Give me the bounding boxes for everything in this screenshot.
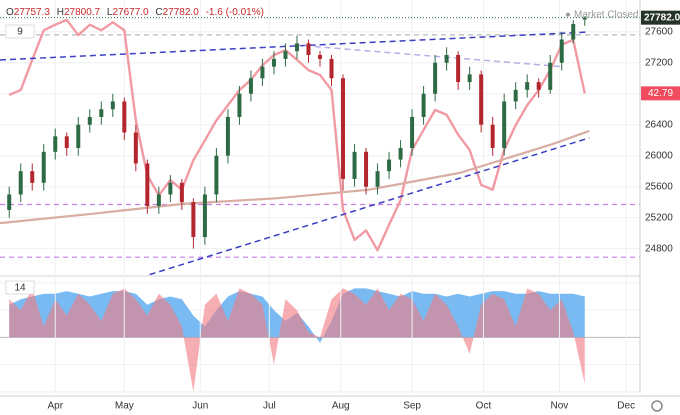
candle-body (306, 43, 311, 55)
candle-body (398, 147, 403, 160)
candle-body (571, 24, 576, 40)
x-tick-label: Jun (192, 401, 208, 412)
candle-body (64, 136, 69, 148)
overlay-tag (641, 86, 680, 101)
candle-body (329, 58, 334, 79)
status: Market Closed (574, 9, 638, 20)
indicator-label: 14 (14, 283, 26, 294)
candle-body (18, 171, 23, 195)
candle-body (548, 62, 553, 90)
candle-body (260, 66, 265, 79)
candle-body (559, 39, 564, 63)
candle-body (7, 194, 12, 210)
ohlc-header: O27757.3 H27800.7 L27677.0 C27782.0 -1.6… (6, 7, 264, 18)
trend-line (294, 44, 562, 68)
candle-body (582, 17, 587, 20)
y-tick-label: 25600 (645, 181, 673, 192)
candle-body (467, 74, 472, 83)
ohlc-value: 27757.3 (13, 7, 50, 18)
candle-body (99, 109, 104, 117)
price-tag-label: 27782.0 (644, 12, 680, 23)
candle-body (421, 93, 426, 117)
candle-body (375, 171, 380, 187)
candle-body (294, 43, 299, 52)
candle-body (444, 55, 449, 63)
settings-icon (651, 400, 663, 412)
candle-body (410, 116, 415, 148)
candle-body (248, 78, 253, 94)
candle-body (536, 82, 541, 90)
candle-body (214, 155, 219, 195)
candle-body (41, 151, 46, 183)
x-tick-label: Oct (476, 401, 492, 412)
x-tick-label: May (115, 401, 134, 412)
x-tick-label: Aug (332, 401, 350, 412)
candle-body (110, 101, 115, 110)
x-tick-label: Apr (47, 401, 63, 412)
candle-body (30, 171, 35, 183)
indicator-label: 9 (17, 27, 23, 38)
candle-body (237, 93, 242, 117)
y-tick-label: 27200 (645, 57, 673, 68)
candle-body (387, 159, 392, 172)
x-tick-label: Jul (263, 401, 276, 412)
candle-body (364, 151, 369, 187)
candle-body (525, 82, 530, 90)
overlay-line (8, 18, 586, 252)
x-tick-label: Dec (617, 401, 635, 412)
main-plot (0, 16, 640, 275)
ohlc-letter: H (56, 7, 64, 18)
candle-body (87, 116, 92, 125)
candle-body (479, 74, 484, 125)
axis-bg (640, 0, 680, 415)
x-tick-label: Nov (551, 401, 569, 412)
indicator-box (5, 280, 35, 295)
candle-body (76, 124, 81, 148)
y-tick-label: 25200 (645, 212, 673, 223)
x-tick-label: Sep (403, 401, 421, 412)
ohlc-letter: L (106, 7, 113, 18)
ohlc-value: 27677.0 (112, 7, 149, 18)
trend-line (0, 31, 590, 61)
candle-body (168, 182, 173, 195)
y-tick-label: 27600 (645, 26, 673, 37)
y-tick-label: 26000 (645, 150, 673, 161)
correlation-area (9, 288, 585, 392)
candle-body (513, 89, 518, 102)
candle-body (490, 124, 495, 148)
ohlc-value: 27800.7 (63, 7, 101, 18)
indicator-box (5, 24, 35, 39)
y-tick-label: 26400 (645, 119, 673, 130)
candle-body (133, 132, 138, 164)
candle-body (145, 163, 150, 207)
candle-body (283, 51, 288, 59)
candle-body (225, 116, 230, 156)
y-tick-label: 24800 (645, 243, 673, 254)
candle-body (202, 194, 207, 238)
candle-body (156, 194, 161, 207)
trend-line (149, 137, 590, 275)
status-dot (566, 12, 570, 17)
candle-body (191, 202, 196, 238)
price-tag (641, 10, 680, 25)
candle-body (53, 136, 58, 152)
candle-body (352, 151, 357, 179)
candle-body (433, 62, 438, 94)
candle-body (271, 58, 276, 67)
candle-body (318, 55, 322, 59)
ohlc-letter: O (6, 7, 14, 18)
moving-average (0, 129, 590, 225)
candle-body (341, 78, 346, 179)
change: -1.6 (-0.01%) (205, 7, 264, 18)
candle-body (456, 55, 461, 83)
candle-body (122, 101, 127, 133)
ohlc-value: 27782.0 (162, 7, 199, 18)
candle-body (502, 101, 507, 148)
overlay-tag-label: 42.79 (648, 88, 673, 99)
ohlc-letter: C (155, 7, 163, 18)
candle-body (179, 182, 184, 203)
